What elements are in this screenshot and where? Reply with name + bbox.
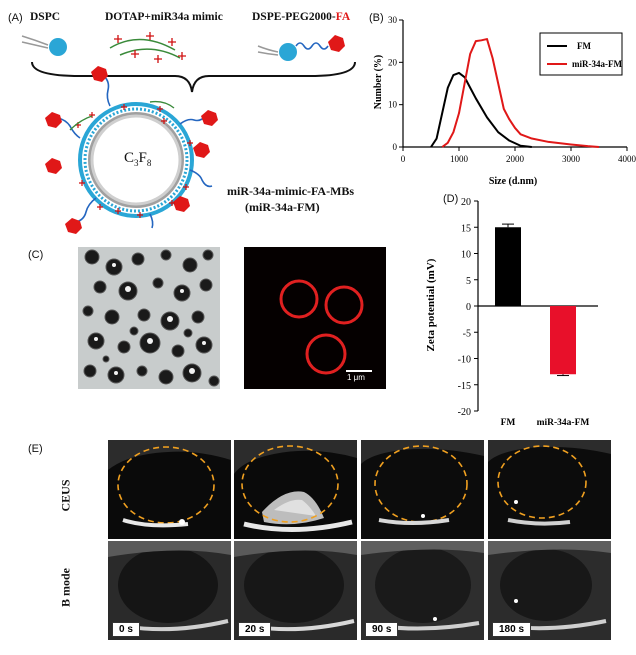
bmode-frame-0s: 0 s: [108, 541, 231, 640]
ceus-frame-90s: [361, 440, 484, 539]
chart-d-ytick-label: -10: [458, 355, 471, 366]
bar-fm: [495, 227, 521, 306]
chart-b-xtick-label: 0: [401, 154, 406, 164]
series-line-mir34a-fm: [441, 38, 600, 148]
time-label-90s: 90 s: [365, 622, 399, 637]
panel-b-label: (B): [369, 12, 384, 24]
bmode-frame-180s: 180 s: [488, 541, 611, 640]
dotap-mirna-icon: [109, 32, 186, 63]
chart-b-ytick-label: 20: [388, 57, 398, 67]
ceus-frame-0s: [108, 440, 231, 539]
panel-d-label: (D): [443, 193, 459, 205]
chart-d-ytick-label: -15: [458, 381, 471, 392]
chart-d-ytick-label: 5: [466, 276, 471, 287]
legend-fm: FM: [577, 41, 591, 51]
chart-d-ytick-label: 20: [461, 197, 471, 208]
chart-b-xtick-label: 4000: [618, 154, 636, 164]
chart-d-ytick-label: 10: [461, 250, 471, 261]
bubbles-image: [78, 247, 220, 389]
fa-label: FA: [335, 11, 351, 23]
chart-b-ytick-label: 0: [393, 142, 398, 152]
time-label-180s: 180 s: [492, 622, 532, 637]
microbubble-illustration: [45, 66, 218, 234]
time-label-20s: 20 s: [238, 622, 272, 637]
chart-d-ytick-label: -5: [463, 328, 471, 339]
panel-c-label: (C): [28, 249, 44, 261]
chart-b-ytick-label: 10: [388, 100, 398, 110]
chart-b-xtick-label: 1000: [450, 154, 469, 164]
time-label-0s: 0 s: [112, 622, 140, 637]
component-dspe-peg: DSPE-PEG2000-FA: [252, 11, 351, 23]
scale-bar-label: 1 μm: [347, 373, 365, 382]
component-dspc: DSPC: [30, 11, 61, 23]
fluorescence-micrograph: [244, 247, 386, 389]
component-dotap: DOTAP+miR34a mimic: [105, 11, 223, 23]
chart-b-xtick-label: 2000: [506, 154, 525, 164]
ceus-frame-20s: [234, 440, 357, 539]
chart-d-ytick-label: 0: [466, 302, 471, 313]
zeta-potential-chart: Zeta potential (mV) -20-15-10-505101520 …: [425, 197, 598, 428]
category-label-mir34a-fm: miR-34a-FM: [537, 418, 590, 428]
panel-e-label: (E): [28, 443, 43, 455]
dspc-lipid-icon: [21, 35, 67, 56]
microbubble-abbrev: (miR-34a-FM): [245, 200, 320, 214]
legend-mir34a-fm: miR-34a-FM: [572, 59, 622, 69]
row-label-ceus: CEUS: [58, 479, 73, 512]
row-label-bmode: B mode: [58, 568, 73, 607]
ceus-frame-180s: [488, 440, 611, 539]
chart-b-ytick-label: 30: [388, 15, 398, 25]
chart-b-legend: FM miR-34a-FM: [539, 32, 623, 76]
series-line-fm: [430, 71, 532, 148]
chart-d-ytick-label: 15: [461, 223, 471, 234]
brightfield-micrograph: [78, 247, 220, 389]
bmode-frame-90s: 90 s: [361, 541, 484, 640]
chart-b-ylabel: Number (%): [373, 55, 384, 110]
grouping-brace: [31, 61, 356, 93]
bar-mir34a-fm: [550, 306, 576, 375]
chart-d-ylabel: Zeta potential (mV): [425, 258, 437, 351]
category-label-fm: FM: [501, 418, 516, 428]
chart-b-xlabel: Size (d.nm): [489, 176, 537, 187]
fluorescent-rings-image: [244, 247, 386, 389]
panel-a-label: (A): [8, 12, 23, 24]
microbubble-name: miR-34a-mimic-FA-MBs: [227, 184, 355, 198]
bmode-frame-20s: 20 s: [234, 541, 357, 640]
chart-b-xtick-label: 3000: [562, 154, 581, 164]
chart-d-ytick-label: -20: [458, 407, 471, 418]
core-gas-label: C3F8: [124, 150, 152, 168]
size-distribution-chart: Number (%) Size (d.nm) 0 1000 2000 3000 4000…: [373, 15, 636, 187]
dspe-peg-fa-icon: [257, 35, 345, 61]
panel-a-illustration: [21, 32, 356, 234]
